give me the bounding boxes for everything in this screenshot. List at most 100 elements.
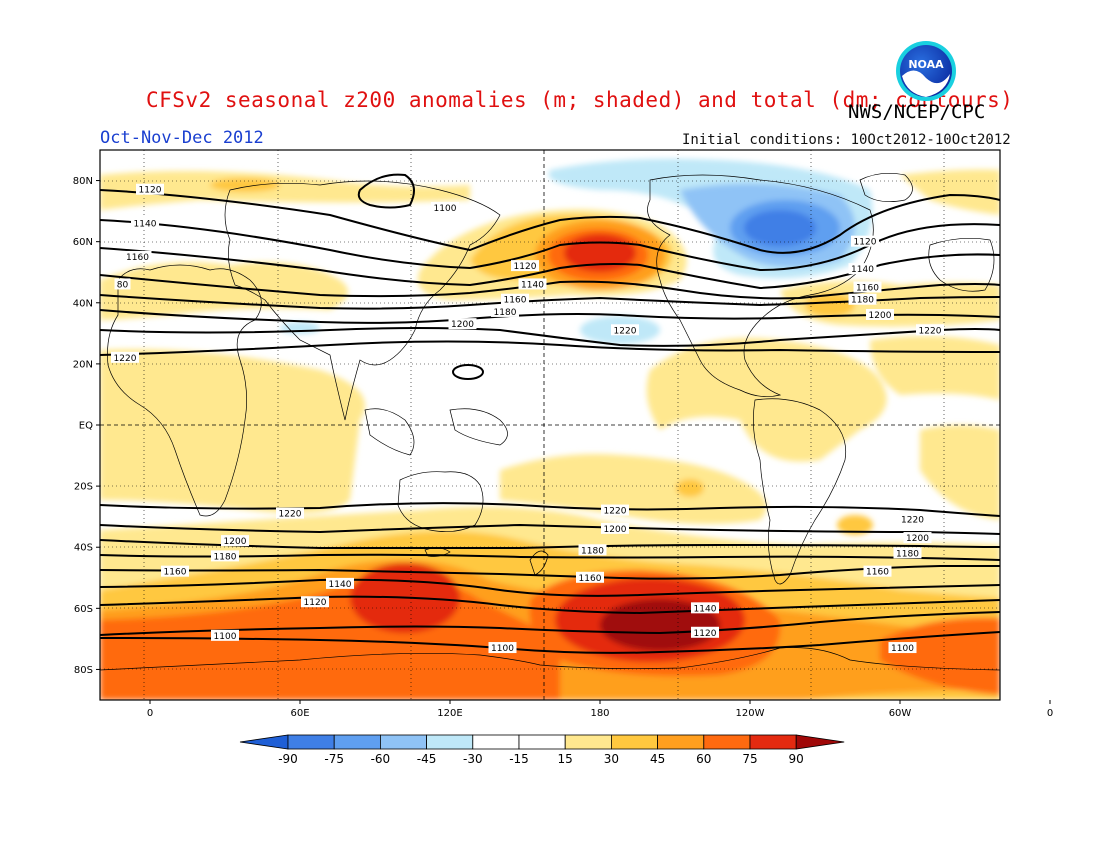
contour-label: 1180 [581, 546, 604, 556]
contour-label-bg [691, 602, 719, 614]
colorbar: -90 -75 -60 -45 -30 -15 15 30 45 60 75 90 [239, 734, 845, 766]
colorbar-level-label: -15 [509, 752, 529, 766]
contour-label-bg [888, 642, 917, 654]
contour-label: 1220 [604, 507, 627, 517]
lon-tick-label: 0 [147, 708, 153, 719]
contour-label: 1180 [851, 296, 874, 306]
contour-label-bg [431, 202, 459, 214]
contour-label: 1140 [851, 265, 874, 275]
longitude-axis: 0 60E 120E 180 120W 60W 0 [147, 700, 1053, 719]
contour-label: 1160 [866, 568, 889, 578]
lon-tick-label: 120E [437, 708, 462, 719]
contour-label: 1220 [279, 510, 302, 520]
contour-label: 1180 [896, 549, 919, 559]
colorbar-swatch [287, 734, 335, 750]
map-title: CFSv2 seasonal z200 anomalies (m; shaded… [146, 88, 1014, 112]
colorbar-level-label: -45 [417, 752, 437, 766]
contour-label-bg [691, 626, 719, 638]
contour-label: 1220 [114, 354, 137, 364]
coastlines [100, 173, 1000, 671]
colorbar-swatch [657, 734, 705, 750]
colorbar-swatch [426, 734, 474, 750]
colorbar-level-label: -90 [278, 752, 298, 766]
contour-label-bg [211, 629, 239, 641]
lon-tick-label: 60W [889, 708, 912, 719]
contour-label: 1140 [134, 219, 157, 229]
contour-label: 1120 [139, 186, 162, 196]
contour-label: 1100 [491, 644, 514, 654]
contour-label-bg [488, 642, 517, 654]
contour-label: 1140 [521, 280, 544, 290]
lat-tick-label: 80N [73, 176, 93, 187]
colorbar-low-arrow [239, 734, 289, 750]
contour-label-bg [221, 535, 249, 547]
contour-label-bg [601, 522, 629, 534]
contour-label-bg [114, 278, 131, 290]
colorbar-level-label: 90 [789, 752, 804, 766]
contour-label: 1220 [614, 326, 637, 336]
contour-label-bg [518, 278, 547, 290]
initial-conditions: Initial conditions: 10Oct2012-10Oct2012 [682, 132, 1011, 148]
contour-label-bg [111, 351, 139, 363]
colorbar-level-label: 15 [558, 752, 573, 766]
contour-label-bg [848, 293, 877, 305]
contour-label-bg [136, 183, 164, 195]
anomaly-shading: 1100 1120 1140 1160 80 1120 1140 1160 1180 1200 12… [100, 150, 1000, 700]
contour-label-bg [161, 565, 189, 577]
contour-label: 1160 [856, 284, 879, 294]
contour-label-bg [853, 281, 882, 293]
contour-label: 1100 [434, 204, 457, 214]
lat-tick-label: 80S [74, 665, 93, 676]
contour-label-bg [916, 324, 944, 336]
lon-tick-label: 120W [736, 708, 765, 719]
colorbar-swatch [611, 734, 659, 750]
contour-label-bg [301, 596, 329, 608]
contour-label-bg [131, 217, 159, 229]
contour-label: 1100 [214, 632, 237, 642]
colorbar-level-label: -60 [371, 752, 391, 766]
contour-label: 1160 [126, 253, 149, 263]
lon-tick-label: 0 [1047, 708, 1053, 719]
colorbar-level-label: 60 [696, 752, 711, 766]
contour-label: 1200 [224, 537, 247, 547]
contour-label-bg [448, 318, 477, 330]
contour-label-bg [848, 263, 877, 275]
lat-tick-label: 20N [73, 359, 93, 370]
agency-label: NWS/NCEP/CPC [848, 101, 986, 123]
colorbar-swatch [472, 734, 520, 750]
contour-label-bg [863, 565, 892, 577]
lat-tick-label: 60N [73, 237, 93, 248]
lat-tick-label: 40S [74, 543, 93, 554]
contour-label-bg [578, 544, 607, 556]
colorbar-level-label: 45 [650, 752, 665, 766]
latitude-axis: 80N 60N 40N 20N EQ 20S 40S 60S 80S [73, 176, 100, 676]
contour-label: 1160 [164, 568, 187, 578]
colorbar-swatch [333, 734, 381, 750]
colorbar-level-label: -75 [324, 752, 344, 766]
noaa-logo-icon: NOAA [896, 41, 956, 101]
colorbar-swatch [518, 734, 566, 750]
contour-label: 1200 [604, 525, 627, 535]
logo-text: NOAA [908, 58, 944, 71]
contour-label: 1120 [694, 629, 717, 639]
contour-label-bg [866, 309, 894, 320]
contour-label: 1160 [579, 574, 602, 584]
lat-tick-label: 60S [74, 604, 93, 615]
colorbar-level-label: -30 [463, 752, 483, 766]
colorbar-high-arrow [795, 734, 845, 750]
contour-label: 1160 [504, 296, 527, 306]
contour-label: 80 [117, 280, 129, 290]
contour-label: 1200 [869, 311, 892, 321]
forecast-period: Oct-Nov-Dec 2012 [100, 128, 264, 148]
contour-label-bg [276, 507, 304, 519]
contour-label: 1120 [514, 262, 537, 272]
height-contours [100, 173, 1000, 654]
contour-labels: 1100 1120 1140 1160 80 1120 1140 1160 1180 1200 12… [111, 183, 944, 654]
contour-label-bg [211, 550, 239, 562]
lon-tick-label: 180 [590, 708, 609, 719]
contour-label: 1220 [919, 326, 942, 336]
colorbar-swatch [564, 734, 612, 750]
lat-tick-label: 40N [73, 298, 93, 309]
contour-label: 1180 [494, 308, 517, 318]
